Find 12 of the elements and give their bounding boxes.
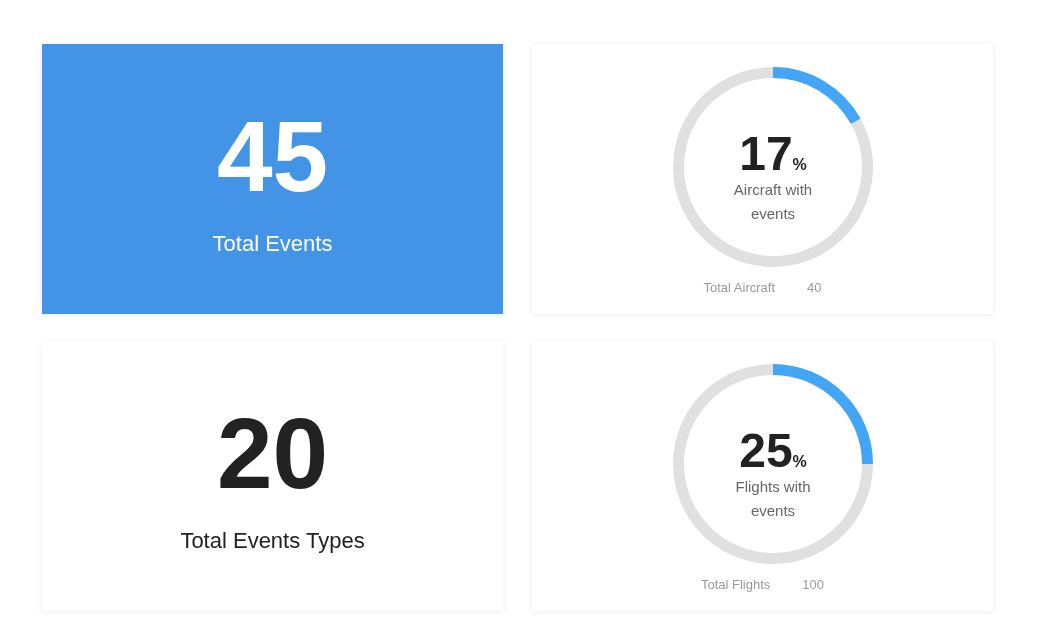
text: Flights with events [735, 478, 811, 519]
text: 20 [215, 396, 330, 511]
text: Total Aircraft [703, 280, 776, 295]
text: 40 [807, 280, 822, 295]
text: 45 [215, 99, 330, 214]
data-label: 25% [739, 424, 807, 477]
data-label: 17% [739, 127, 807, 180]
text: Aircraft with events [733, 181, 813, 222]
text: Total Events Types [179, 527, 366, 555]
text: 100 [802, 577, 825, 592]
text: Total Events [211, 230, 334, 258]
text: Total Flights [700, 577, 771, 592]
